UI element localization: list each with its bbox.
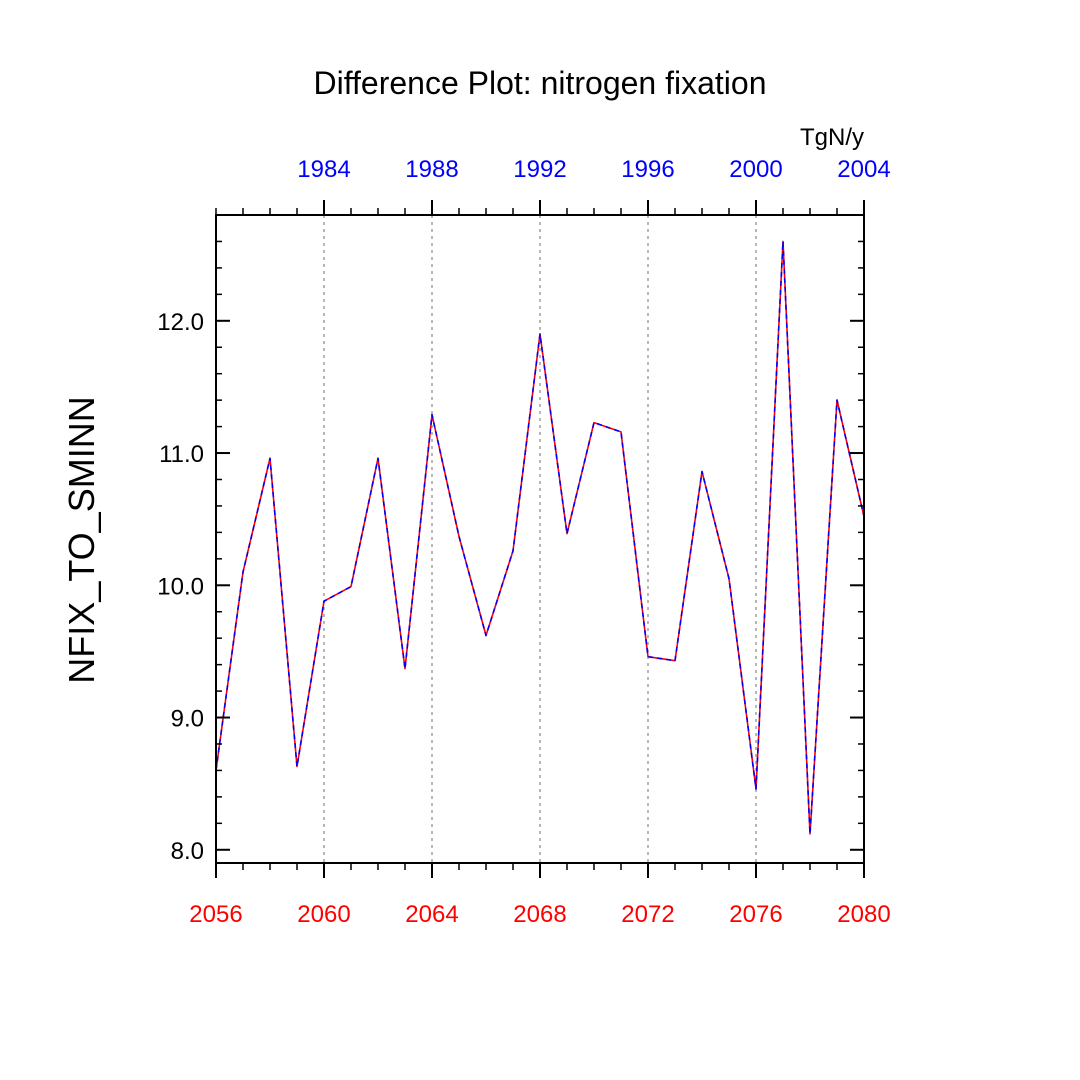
chart-title: Difference Plot: nitrogen fixation: [314, 65, 767, 101]
x-tick-label-bottom: 2072: [621, 901, 674, 928]
x-tick-label-top: 1988: [405, 156, 458, 183]
x-tick-label-top: 1984: [297, 156, 350, 183]
grid-lines: [323, 215, 757, 863]
x-tick-label-bottom: 2068: [513, 901, 566, 928]
x-tick-label-top: 2000: [729, 156, 782, 183]
y-tick-label: 10.0: [157, 573, 204, 600]
y-tick-label: 12.0: [157, 309, 204, 336]
x-tick-label-bottom: 2076: [729, 901, 782, 928]
y-tick-label: 9.0: [171, 706, 204, 733]
y-tick-label: 8.0: [171, 838, 204, 865]
series-group: [215, 240, 865, 835]
y-tick-label: 11.0: [159, 441, 204, 468]
series-line-control: [215, 240, 865, 835]
x-tick-label-top: 1996: [621, 156, 674, 183]
x-tick-label-bottom: 2080: [837, 901, 890, 928]
x-tick-label-bottom: 2060: [297, 901, 350, 928]
x-tick-label-top: 1992: [513, 156, 566, 183]
axes: 8.0 9.0 10.0 11.0 12.0 2056 2060 2064 2068 2072 20…: [157, 156, 890, 928]
units-label: TgN/y: [800, 124, 864, 151]
x-tick-label-top: 2004: [837, 156, 890, 183]
y-axis-label: NFIX_TO_SMINN: [61, 396, 102, 683]
x-tick-label-bottom: 2064: [405, 901, 458, 928]
x-tick-label-bottom: 2056: [189, 901, 242, 928]
